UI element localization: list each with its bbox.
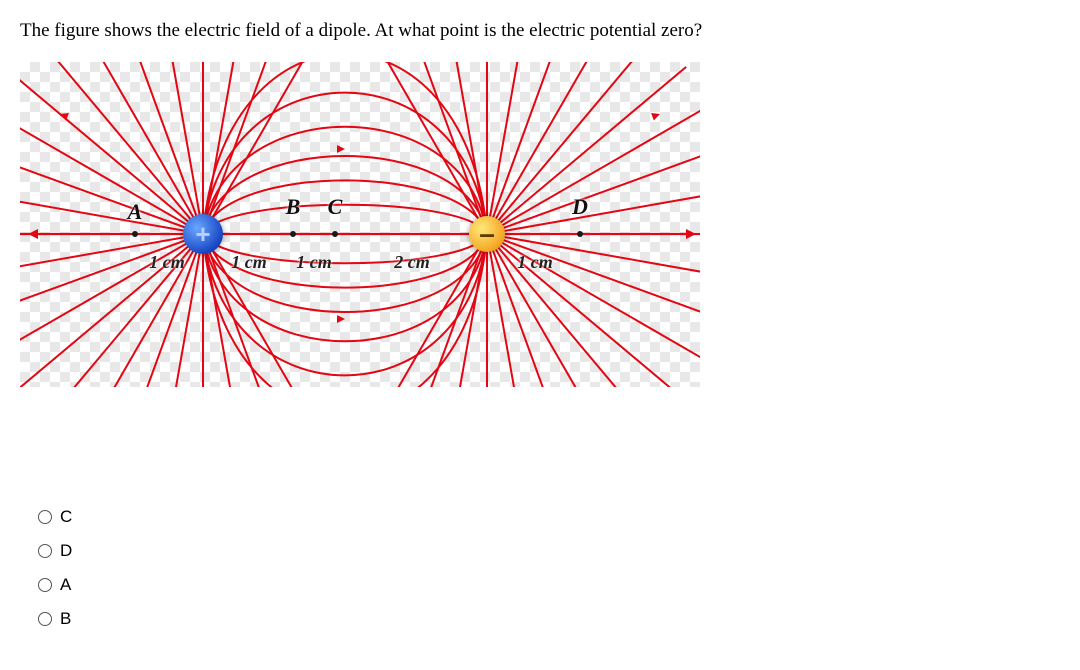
option-label: A — [60, 575, 71, 595]
option-label: B — [60, 609, 71, 629]
distance-label: 1 cm — [517, 252, 553, 273]
radio-icon — [38, 544, 52, 558]
point-label-d: D — [572, 194, 588, 220]
distance-label: 1 cm — [296, 252, 332, 273]
point-label-c: C — [328, 194, 343, 220]
point-dot-b — [290, 231, 296, 237]
field-lines-svg — [20, 62, 700, 387]
distance-label: 1 cm — [231, 252, 267, 273]
figure-container: + – A B C D 1 cm 1 cm 1 cm 2 cm 1 cm — [20, 62, 1060, 387]
negative-charge: – — [469, 216, 505, 252]
positive-charge: + — [183, 214, 223, 254]
option-label: C — [60, 507, 72, 527]
point-label-a: A — [128, 199, 143, 225]
distance-label: 2 cm — [394, 252, 430, 273]
point-dot-d — [577, 231, 583, 237]
point-label-b: B — [286, 194, 301, 220]
option-label: D — [60, 541, 72, 561]
option-c[interactable]: C — [38, 507, 1060, 527]
dipole-figure: + – A B C D 1 cm 1 cm 1 cm 2 cm 1 cm — [20, 62, 700, 387]
option-a[interactable]: A — [38, 575, 1060, 595]
radio-icon — [38, 578, 52, 592]
question-text: The figure shows the electric field of a… — [20, 20, 1060, 42]
radio-icon — [38, 510, 52, 524]
point-dot-a — [132, 231, 138, 237]
point-dot-c — [332, 231, 338, 237]
radio-icon — [38, 612, 52, 626]
option-b[interactable]: B — [38, 609, 1060, 629]
answer-options: C D A B — [20, 507, 1060, 629]
distance-label: 1 cm — [149, 252, 185, 273]
option-d[interactable]: D — [38, 541, 1060, 561]
